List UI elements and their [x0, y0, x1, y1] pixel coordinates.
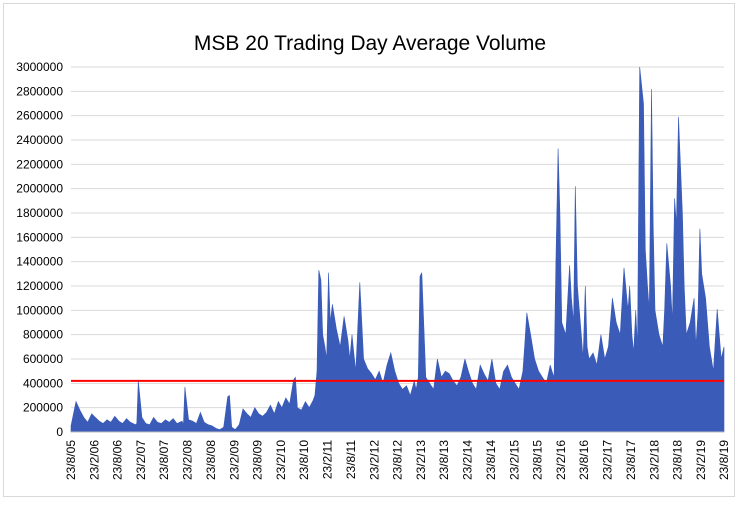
y-tick-label: 400000: [23, 376, 63, 390]
x-tick-label: 23/8/17: [624, 440, 638, 480]
x-tick-label: 23/8/05: [64, 440, 78, 480]
x-axis-tick-labels: 23/8/05 23/2/06 23/8/06 23/2/07 23/8/07 23/2/…: [64, 440, 731, 480]
x-tick-label: 23/2/07: [134, 440, 148, 480]
x-tick-label: 23/2/12: [367, 440, 381, 480]
y-tick-label: 0: [56, 425, 63, 439]
y-tick-label: 1600000: [16, 230, 63, 244]
x-tick-label: 23/8/11: [344, 440, 358, 479]
y-tick-label: 2800000: [16, 84, 63, 98]
x-tick-label: 23/2/13: [414, 440, 428, 480]
x-tick-label: 23/8/12: [391, 440, 405, 480]
y-tick-label: 2400000: [16, 133, 63, 147]
y-tick-label: 1800000: [16, 206, 63, 220]
y-tick-label: 200000: [23, 401, 63, 415]
x-tick-label: 23/8/13: [437, 440, 451, 480]
x-tick-label: 23/2/15: [507, 440, 521, 480]
x-tick-label: 23/2/06: [88, 440, 102, 480]
chart-frame: MSB 20 Trading Day Average Volume 0 20000…: [3, 3, 735, 497]
y-axis-tick-labels: 0 200000 400000 600000 800000 1000000 1200000 1…: [16, 60, 63, 439]
y-tick-label: 600000: [23, 352, 63, 366]
y-tick-label: 1200000: [16, 279, 63, 293]
x-tick-label: 23/8/14: [484, 440, 498, 480]
x-tick-label: 23/8/18: [670, 440, 684, 480]
x-tick-label: 23/2/17: [601, 440, 615, 480]
x-tick-label: 23/2/14: [461, 440, 475, 480]
x-tick-label: 23/2/16: [554, 440, 568, 480]
x-tick-label: 23/2/09: [228, 440, 242, 480]
x-tick-label: 23/8/07: [157, 440, 171, 480]
gridlines: [71, 66, 724, 409]
chart-canvas: MSB 20 Trading Day Average Volume 0 20000…: [16, 32, 731, 480]
series-area: [70, 66, 725, 433]
series-area-fill: [70, 66, 725, 433]
y-tick-label: 2000000: [16, 182, 63, 196]
x-tick-label: 23/8/16: [577, 440, 591, 480]
x-tick-label: 23/8/09: [251, 440, 265, 480]
y-tick-label: 1400000: [16, 255, 63, 269]
y-tick-label: 2200000: [16, 157, 63, 171]
x-tick-label: 23/2/08: [181, 440, 195, 480]
x-tick-label: 23/8/06: [111, 440, 125, 480]
y-tick-label: 1000000: [16, 303, 63, 317]
y-tick-label: 800000: [23, 328, 63, 342]
x-tick-label: 23/2/19: [694, 440, 708, 480]
x-tick-label: 23/8/10: [297, 440, 311, 480]
x-tick-label: 23/8/08: [204, 440, 218, 480]
chart-title: MSB 20 Trading Day Average Volume: [194, 32, 546, 55]
x-tick-label: 23/2/11: [321, 440, 335, 479]
y-tick-label: 2600000: [16, 109, 63, 123]
x-tick-label: 23/8/19: [717, 440, 731, 480]
x-tick-label: 23/8/15: [530, 440, 544, 480]
y-tick-label: 3000000: [16, 60, 63, 74]
x-tick-label: 23/2/10: [274, 440, 288, 480]
x-tick-label: 23/2/18: [647, 440, 661, 480]
